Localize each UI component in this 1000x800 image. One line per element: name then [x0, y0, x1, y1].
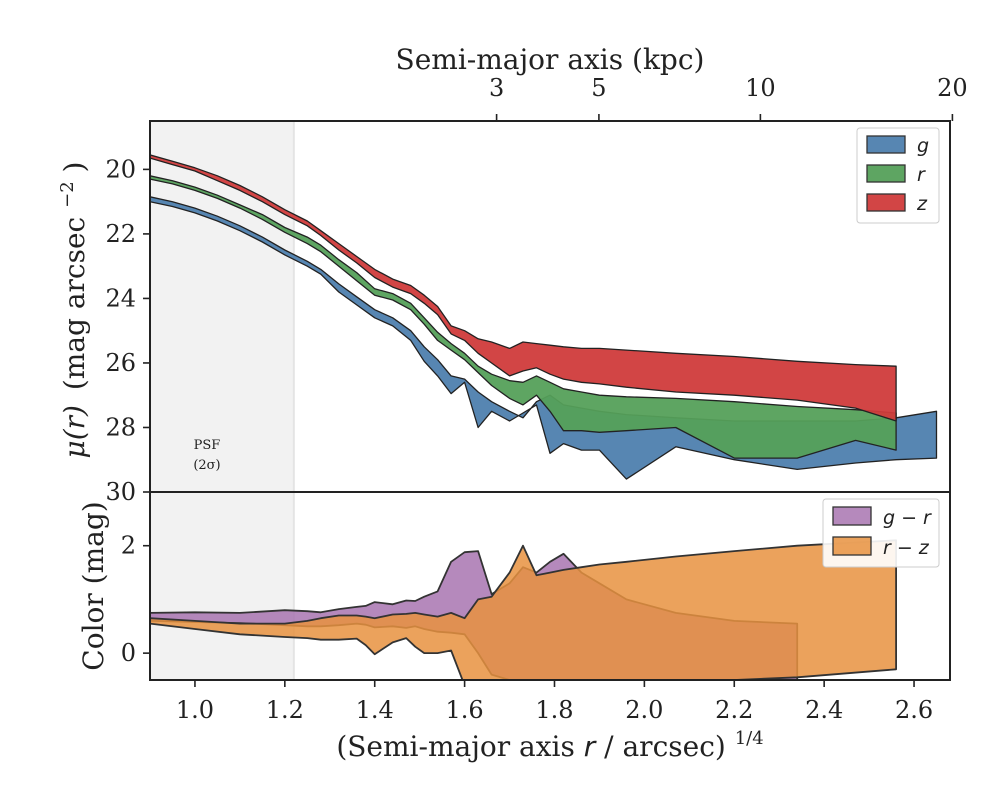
color-y-tick-label-0: 0 — [121, 639, 136, 667]
lower-y-axis-title: Color (mag) — [77, 501, 110, 670]
psf-label-line2: (2σ) — [193, 458, 220, 473]
y-tick-label-22: 22 — [105, 220, 136, 248]
band-z — [150, 154, 897, 422]
legend-swatch-g — [866, 135, 906, 154]
y-label-exponent: −2 — [57, 181, 78, 208]
legend-label-r: r — [917, 164, 926, 186]
y-label-unit: (mag arcsec — [58, 217, 91, 390]
svg-text:μ(r) (mag arcsec −: μ(r) (mag arcsec −2 ) — [47, 161, 91, 458]
legend-label-z: z — [916, 193, 928, 215]
x-tick-label-2.2: 2.2 — [715, 696, 753, 724]
psf-region-lower — [150, 492, 294, 680]
legend-label-rz: r − z — [883, 537, 930, 559]
upper-bands — [150, 154, 938, 480]
surface-brightness-panel: PSF(2σ)202224262830351020305075100grz — [105, 74, 968, 506]
y-tick-label-20: 20 — [105, 155, 136, 183]
y-tick-label-24: 24 — [105, 284, 136, 312]
color-y-tick-label-2: 2 — [121, 532, 136, 560]
legend-upper: grz — [856, 127, 940, 224]
legend-swatch-gr — [832, 506, 872, 526]
legend-swatch-z — [866, 193, 906, 212]
legend-swatch-r — [866, 164, 906, 183]
x-tick-label-2.0: 2.0 — [625, 696, 663, 724]
x-tick-label-1.0: 1.0 — [176, 696, 214, 724]
legend-lower: g − r r − z — [822, 498, 940, 568]
top-tick-label-3: 3 — [489, 74, 504, 102]
x-tick-label-2.4: 2.4 — [805, 696, 843, 724]
x-label-main: (Semi-major axis — [336, 730, 583, 763]
psf-label-line1: PSF — [194, 438, 221, 453]
band-r — [150, 175, 897, 459]
lower-frame — [149, 491, 951, 681]
x-tick-label-1.6: 1.6 — [446, 696, 484, 724]
x-tick-label-2.6: 2.6 — [895, 696, 933, 724]
legend-label-gr: g − r — [883, 507, 932, 529]
y-tick-label-26: 26 — [105, 349, 136, 377]
legend-swatch-rz — [832, 536, 872, 556]
top-tick-label-20: 20 — [937, 74, 968, 102]
legend-label-g: g — [917, 135, 929, 157]
top-axis-title: Semi-major axis (kpc) — [396, 43, 705, 76]
color-panel: 0 2 1.0 1.2 1.4 1.6 1.8 2.0 2.2 2.4 2.6 g − r r − z — [121, 491, 951, 724]
y-label-symbol: μ(r) — [58, 405, 91, 458]
bottom-axis-title: (Semi-major axis r / arcsec) 1/4 — [336, 728, 763, 763]
y-tick-label-28: 28 — [105, 413, 136, 441]
x-tick-label-1.2: 1.2 — [266, 696, 304, 724]
y-tick-label-30: 30 — [105, 478, 136, 506]
top-tick-label-5: 5 — [591, 74, 606, 102]
lower-bands — [150, 539, 897, 680]
top-tick-label-10: 10 — [745, 74, 776, 102]
psf-region-upper — [150, 121, 294, 492]
band-rz — [150, 539, 897, 680]
y-label-close: ) — [58, 161, 91, 172]
x-tick-label-1.4: 1.4 — [356, 696, 394, 724]
band-g — [150, 196, 938, 480]
x-label-rest: / arcsec) — [604, 730, 726, 763]
x-label-variable: r — [584, 730, 597, 763]
x-label-exponent: 1/4 — [735, 728, 764, 749]
x-tick-label-1.8: 1.8 — [535, 696, 573, 724]
upper-y-axis-title: μ(r) (mag arcsec −2 ) — [47, 161, 91, 458]
